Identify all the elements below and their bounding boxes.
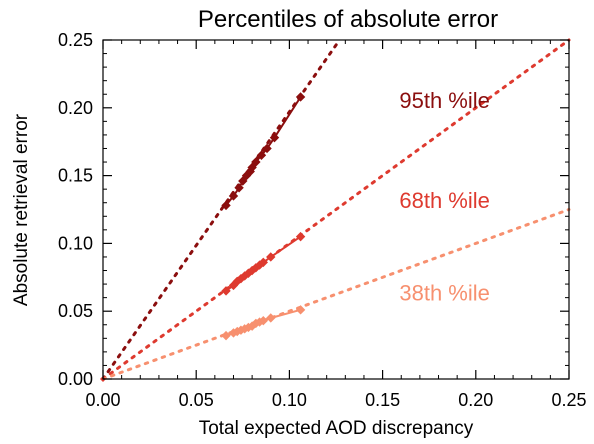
- series-label-1: 68th %ile: [399, 188, 490, 213]
- x-axis-label: Total expected AOD discrepancy: [199, 418, 474, 439]
- series-label-2: 38th %ile: [399, 280, 490, 305]
- x-tick-label: 0.20: [458, 390, 493, 410]
- data-point: [258, 257, 269, 268]
- data-point: [266, 252, 276, 262]
- x-tick-label: 0.00: [85, 390, 120, 410]
- y-tick-label: 0.10: [58, 233, 93, 253]
- data-point: [266, 313, 276, 323]
- data-point: [251, 157, 261, 167]
- y-axis-label: Absolute retrieval error: [11, 113, 32, 306]
- y-tick-label: 0.05: [58, 301, 93, 321]
- x-axis-ticks: 0.00 0.05 0.10 0.15 0.20 0.25: [85, 40, 587, 410]
- data-point: [247, 162, 257, 173]
- y-tick-label: 0.25: [58, 30, 93, 50]
- data-point: [258, 315, 269, 326]
- x-tick-label: 0.05: [179, 390, 214, 410]
- fit-line-2: [101, 208, 571, 381]
- series-layer: [100, 92, 306, 382]
- data-point: [221, 286, 231, 296]
- data-point: [221, 330, 231, 341]
- data-point: [295, 92, 306, 102]
- y-tick-label: 0.15: [58, 166, 93, 186]
- y-tick-label: 0.00: [58, 369, 93, 389]
- chart-title: Percentiles of absolute error: [198, 6, 498, 33]
- x-tick-label: 0.10: [272, 390, 307, 410]
- data-point: [295, 305, 306, 315]
- fit-lines: [101, 38, 571, 381]
- data-point: [228, 191, 239, 201]
- data-point: [295, 231, 306, 242]
- annotation-layer: 95th %ile 68th %ile 38th %ile: [399, 88, 490, 306]
- data-point: [269, 132, 280, 143]
- data-point: [238, 176, 248, 186]
- fit-line-0: [101, 38, 342, 381]
- data-point: [262, 143, 272, 154]
- series-label-0: 95th %ile: [399, 88, 490, 113]
- y-tick-label: 0.20: [58, 98, 93, 118]
- data-point: [234, 183, 244, 193]
- data-point: [256, 150, 267, 160]
- plot-frame: [102, 39, 570, 380]
- x-tick-label: 0.15: [365, 390, 400, 410]
- fit-line-1: [101, 38, 571, 381]
- y-axis-ticks: 0.00 0.05 0.10 0.15 0.20 0.25: [58, 30, 569, 389]
- x-tick-label: 0.25: [551, 390, 586, 410]
- data-point: [221, 200, 231, 211]
